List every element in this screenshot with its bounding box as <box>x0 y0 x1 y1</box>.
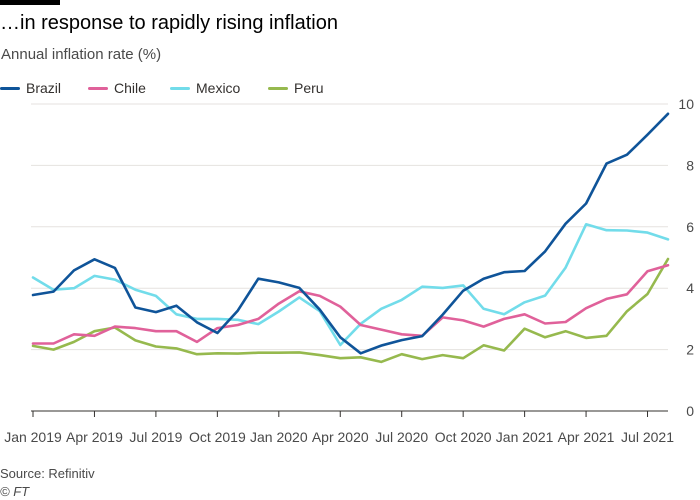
legend-label-mexico: Mexico <box>196 80 241 96</box>
legend-swatch-brazil <box>0 86 20 90</box>
legend-swatch-peru <box>268 86 288 90</box>
series-line-brazil <box>31 112 670 355</box>
x-tick-label: Oct 2020 <box>435 429 492 445</box>
source-note: Source: Refinitiv <box>0 466 95 481</box>
legend-swatch-mexico <box>170 86 190 90</box>
legend-item-mexico: Mexico <box>170 78 240 98</box>
legend-item-brazil: Brazil <box>0 78 61 98</box>
x-tick-label: Jul 2019 <box>129 429 182 445</box>
chart-subtitle: Annual inflation rate (%) <box>1 46 162 63</box>
x-tick-label: Jul 2021 <box>621 429 674 445</box>
series-line-peru <box>31 257 670 364</box>
legend-item-chile: Chile <box>88 78 146 98</box>
x-tick-label: Jan 2020 <box>250 429 308 445</box>
y-tick-label: 4 <box>686 280 694 296</box>
y-tick-label: 10 <box>678 96 694 112</box>
legend-swatch-chile <box>88 86 108 90</box>
y-tick-label: 2 <box>686 342 694 358</box>
legend-label-peru: Peru <box>294 80 324 96</box>
legend-label-chile: Chile <box>114 80 146 96</box>
x-tick-label: Jul 2020 <box>375 429 428 445</box>
x-tick-label: Jan 2021 <box>496 429 554 445</box>
x-tick-label: Apr 2021 <box>558 429 615 445</box>
series-line-mexico <box>31 223 670 347</box>
x-tick-label: Jan 2019 <box>4 429 62 445</box>
x-tick-label: Apr 2019 <box>66 429 123 445</box>
ft-credit: © FT <box>0 484 30 499</box>
y-tick-label: 8 <box>686 157 694 173</box>
ft-top-bar <box>0 0 60 5</box>
y-tick-label: 0 <box>686 403 694 419</box>
y-tick-label: 6 <box>686 219 694 235</box>
x-tick-label: Apr 2020 <box>312 429 369 445</box>
x-tick-label: Oct 2019 <box>189 429 246 445</box>
legend-label-brazil: Brazil <box>26 80 62 96</box>
series-line-chile <box>31 263 670 345</box>
legend-item-peru: Peru <box>268 78 324 98</box>
chart-title: …in response to rapidly rising inflation <box>0 12 338 34</box>
